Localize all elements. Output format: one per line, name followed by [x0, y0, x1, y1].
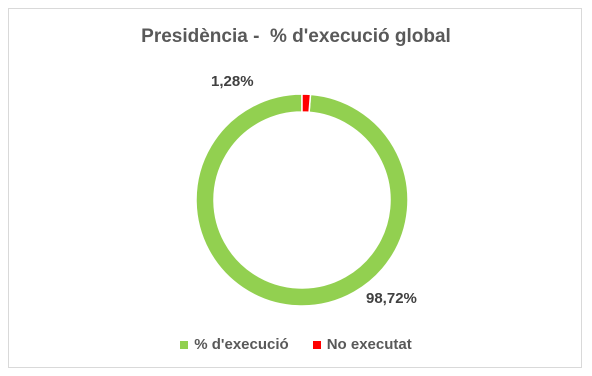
chart-frame: [8, 8, 582, 368]
legend: % d'execució No executat: [0, 336, 592, 353]
legend-swatch-executed: [180, 340, 189, 349]
legend-item-executed: % d'execució: [180, 336, 289, 353]
chart-title: Presidència - % d'execució global: [141, 26, 451, 47]
slice-executed: [195, 93, 409, 307]
data-label-executed: 98,72%: [366, 290, 417, 307]
data-label-not-executed: 1,28%: [211, 73, 254, 90]
legend-swatch-not-executed: [312, 340, 321, 349]
legend-label-not-executed: No executat: [326, 336, 412, 353]
legend-item-not-executed: No executat: [312, 336, 412, 353]
slice-not-executed: [301, 93, 312, 114]
legend-label-executed: % d'execució: [194, 336, 289, 353]
